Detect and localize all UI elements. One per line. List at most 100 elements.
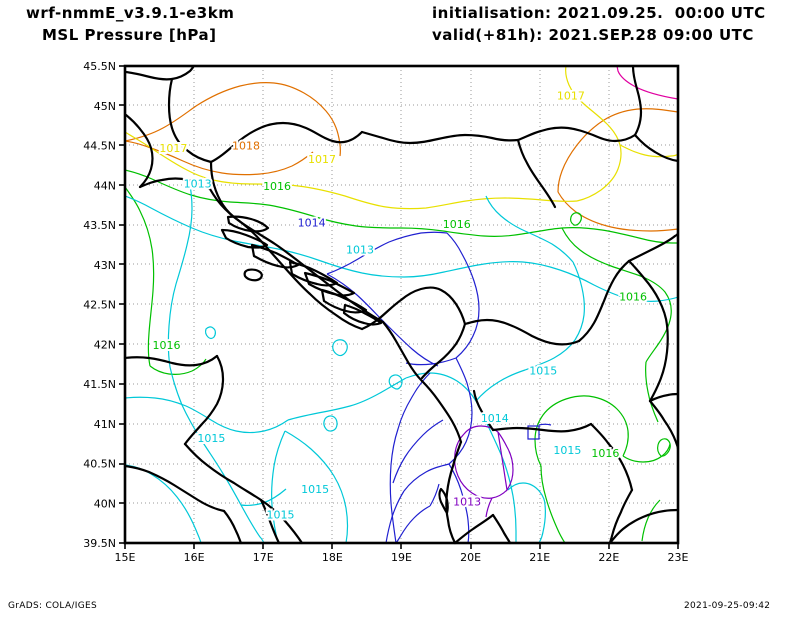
contour-label: 1015 — [267, 508, 295, 521]
contour-1014-cor2 — [429, 483, 440, 507]
contour-label-halo: 1016 — [263, 180, 291, 193]
contour-label: 1017 — [557, 89, 585, 102]
y-tick-label: 42N — [94, 338, 116, 351]
contour-1016-e2 — [645, 361, 659, 423]
x-tick-label: 18E — [322, 551, 343, 564]
border-greece-macedonia — [608, 488, 634, 545]
x-tick-label: 23E — [668, 551, 689, 564]
contour-1013-purple2 — [497, 431, 514, 492]
x-tick-label: 16E — [184, 551, 205, 564]
contour-1014b — [448, 357, 473, 465]
border-albania-greece — [453, 513, 495, 545]
border-slovenia-croatia — [167, 77, 213, 164]
border-romania-ne — [631, 64, 643, 137]
contour-label-halo: 1016 — [619, 291, 647, 304]
contour-1015-mid — [124, 396, 289, 434]
coast-italy-s — [123, 464, 226, 513]
contour-label: 1016 — [591, 447, 619, 460]
contour-label: 1017 — [159, 142, 187, 155]
coastlines-and-borders — [123, 64, 680, 545]
contour-1015-blob1 — [332, 339, 348, 357]
contour-label: 1016 — [152, 339, 180, 352]
contour-label: 1013 — [453, 496, 481, 509]
contour-1015-mid3 — [405, 372, 477, 402]
contour-1015-sw — [284, 430, 349, 544]
coast-istria — [138, 177, 212, 191]
border-macedonia-n — [491, 422, 593, 433]
contour-1015-alb2 — [475, 261, 585, 402]
coast-aegean — [608, 508, 680, 545]
x-tick-label: 21E — [529, 551, 550, 564]
pressure-contours — [124, 65, 679, 544]
contour-1015-adr2 — [169, 366, 265, 544]
model-title: wrf-nmmE_v3.9.1-e3km — [26, 4, 235, 22]
contour-label: 1015 — [529, 364, 557, 377]
border-slovenia — [124, 113, 154, 189]
contour-1018 — [124, 82, 341, 157]
border-romania-e — [633, 133, 680, 163]
contour-1017b — [212, 179, 578, 210]
contour-label-halo: 1013 — [184, 178, 212, 191]
border-serbia-montenegro — [463, 318, 581, 346]
axis-ticks — [119, 65, 679, 549]
contour-1016-south3 — [622, 443, 671, 463]
border-bosnia-e — [420, 322, 467, 380]
border-macedonia-w — [472, 389, 495, 432]
contour-1015-n — [124, 195, 363, 274]
y-tick-label: 42.5N — [83, 299, 116, 312]
x-tick-label: 15E — [115, 551, 136, 564]
contour-label: 1016 — [443, 218, 471, 231]
y-tick-label: 41N — [94, 418, 116, 431]
contour-1016-seblob — [641, 499, 661, 542]
border-greece-bulgaria — [648, 323, 669, 403]
contour-label: 1014 — [298, 217, 326, 230]
valid-time: valid(+81h): 2021.SEP.28 09:00 UTC — [432, 26, 754, 44]
contour-1016-island — [570, 212, 582, 226]
border-croatia-hungary — [209, 121, 364, 164]
contour-1014box2 — [538, 423, 552, 426]
contour-1014 — [446, 232, 480, 359]
contour-label: 1015 — [197, 432, 225, 445]
contour-1017 — [124, 131, 214, 181]
contour-1016-e — [561, 227, 672, 363]
island-vis — [243, 268, 263, 282]
border-macedonia-e — [589, 422, 634, 492]
y-tick-label: 44N — [94, 179, 116, 192]
border-serbia-romania — [516, 126, 637, 143]
gridlines — [125, 66, 678, 543]
grads-credit: GrADS: COLA/IGES — [8, 601, 97, 611]
contour-1014sw3 — [385, 490, 405, 544]
contour-1014sw2 — [403, 463, 450, 492]
coast-italy-toe — [222, 509, 243, 545]
y-tick-label: 45.5N — [83, 60, 116, 73]
border-north — [124, 64, 196, 81]
contour-label-halo: 1015 — [529, 364, 557, 377]
contour-1014mid — [405, 357, 457, 366]
contour-1015-mid2 — [287, 377, 407, 421]
contour-label: 1016 — [263, 180, 291, 193]
contour-1013-purple — [454, 425, 508, 499]
contour-1016-main — [124, 169, 317, 218]
coast-albania — [445, 440, 463, 545]
contour-1018c — [557, 108, 679, 193]
contour-1015-se — [507, 482, 546, 506]
contour-1015-tiny1 — [323, 415, 338, 432]
contour-label-halo: 1016 — [591, 447, 619, 460]
contour-label-halo: 1013 — [453, 496, 481, 509]
contour-1016-sislet — [657, 438, 671, 457]
contour-1015-se2 — [538, 504, 546, 544]
border-bulgaria-e — [627, 259, 669, 327]
contour-1015-adr — [167, 179, 193, 368]
contour-label-halo: 1014 — [481, 412, 509, 425]
border-bosnia — [236, 218, 364, 331]
contour-1016-left — [124, 186, 155, 367]
contour-1015-alb3 — [485, 195, 574, 263]
x-tick-label: 17E — [253, 551, 274, 564]
coast-montenegro — [381, 320, 424, 383]
border-greece-se — [648, 392, 680, 403]
contour-label-halo: 1014 — [298, 217, 326, 230]
contour-label: 1016 — [619, 291, 647, 304]
